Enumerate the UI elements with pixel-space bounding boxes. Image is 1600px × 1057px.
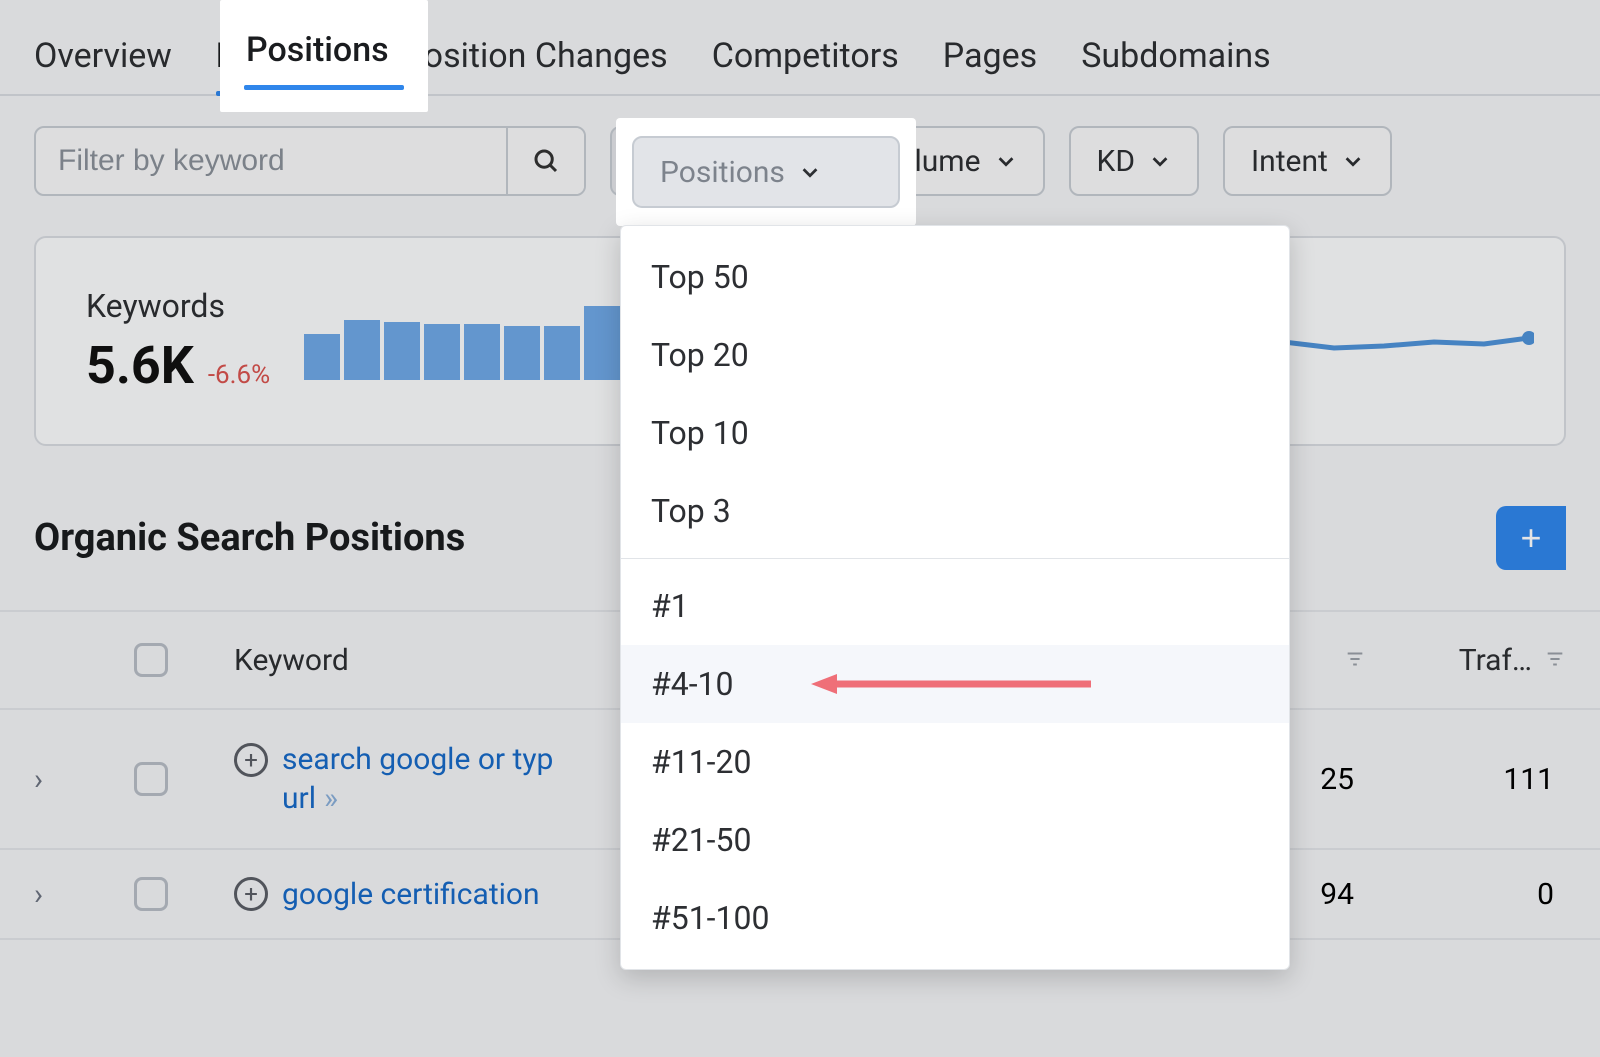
annotation-arrow-icon [811,672,1091,696]
add-button[interactable]: + [1496,506,1566,570]
keyword-link[interactable]: search google or typ [282,742,553,777]
dropdown-item-rank-11-20[interactable]: #11-20 [621,723,1289,801]
dropdown-item-rank-4-10[interactable]: #4-10 [621,645,1289,723]
sort-icon [1544,643,1566,678]
keywords-bar-chart [304,302,620,380]
filter-kd[interactable]: KD [1069,126,1200,196]
row-checkbox[interactable] [134,762,168,796]
tab-subdomains[interactable]: Subdomains [1081,36,1271,94]
expand-row[interactable]: › [34,762,134,797]
tab-competitors[interactable]: Competitors [712,36,899,94]
dropdown-item-top-20[interactable]: Top 20 [621,316,1289,394]
chevron-down-icon [1149,150,1171,172]
select-all-checkbox[interactable] [134,643,168,677]
search-button[interactable] [506,128,584,194]
tab-positions[interactable]: Positions [216,36,359,94]
dropdown-divider [621,558,1289,559]
row-traffic: 0 [1366,877,1566,912]
keywords-label: Keywords [86,287,270,325]
tab-pages[interactable]: Pages [943,36,1037,94]
dropdown-item-rank-1[interactable]: #1 [621,567,1289,645]
row-checkbox[interactable] [134,877,168,911]
plus-icon: + [1520,517,1541,558]
dropdown-item-rank-51-100[interactable]: #51-100 [621,879,1289,957]
add-keyword-icon[interactable]: + [234,743,268,777]
filter-intent[interactable]: Intent [1223,126,1392,196]
expand-row[interactable]: › [34,877,134,912]
chevron-down-icon [1342,150,1364,172]
keywords-value: 5.6K [86,335,194,396]
keyword-search [34,126,586,196]
chevron-down-icon [799,161,821,183]
dropdown-item-rank-21-50[interactable]: #21-50 [621,801,1289,879]
keyword-link[interactable]: google certification [282,877,540,912]
column-traffic[interactable]: Traf… [1366,643,1566,678]
search-icon [531,146,561,176]
tabs-nav: Overview Positions Position Changes Comp… [0,0,1600,96]
section-title: Organic Search Positions [34,516,465,560]
keyword-search-input[interactable] [36,128,506,194]
positions-dropdown: Top 50 Top 20 Top 10 Top 3 #1 #4-10 #11-… [620,225,1290,970]
dropdown-item-top-10[interactable]: Top 10 [621,394,1289,472]
add-keyword-icon[interactable]: + [234,877,268,911]
keywords-delta: -6.6% [208,360,270,390]
chevron-down-icon [995,150,1017,172]
filter-positions-highlight: Positions [616,118,916,226]
filter-positions-open[interactable]: Positions [632,136,900,208]
tab-position-changes[interactable]: Position Changes [402,36,667,94]
sort-icon [1344,643,1366,678]
dropdown-item-top-50[interactable]: Top 50 [621,238,1289,316]
filter-kd-label: KD [1097,144,1136,179]
double-chevron-icon: » [324,781,338,816]
row-traffic: 111 [1366,762,1566,797]
tab-overview[interactable]: Overview [34,36,172,94]
dropdown-item-top-3[interactable]: Top 3 [621,472,1289,550]
filter-intent-label: Intent [1251,144,1328,179]
